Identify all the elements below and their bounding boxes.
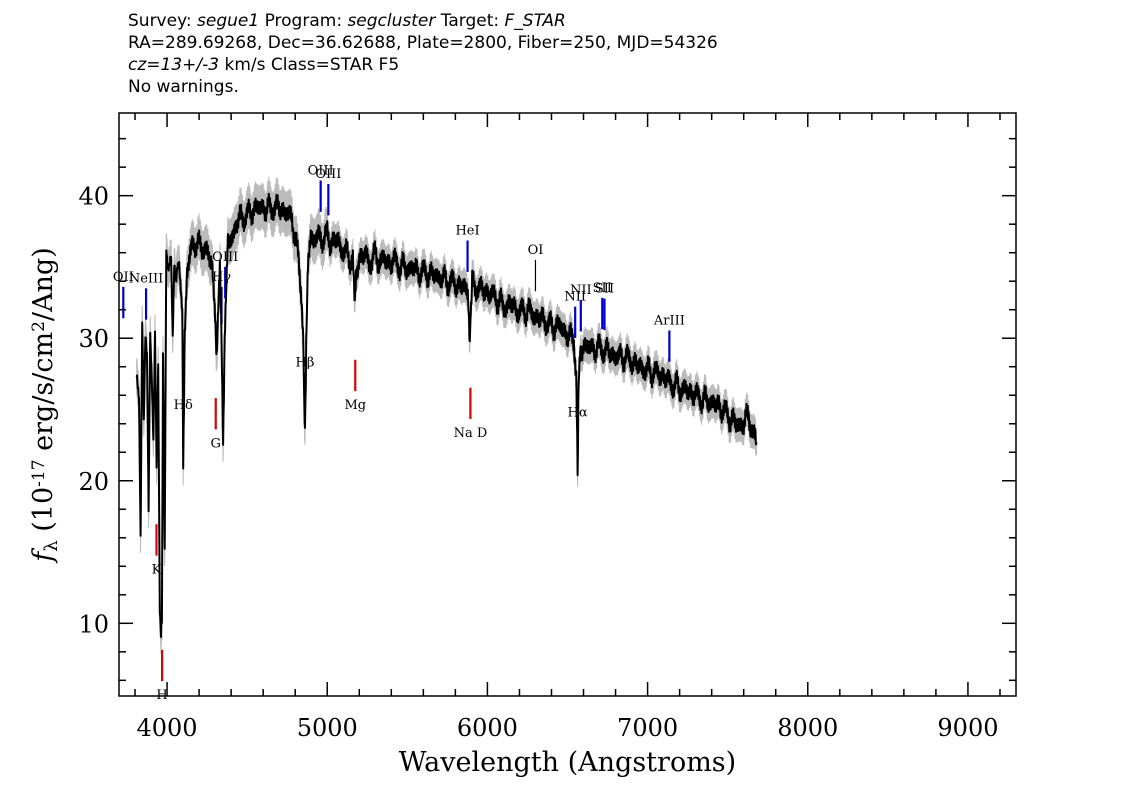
emission-line-label: OIII: [315, 167, 341, 182]
emission-line-label: NeIII: [129, 271, 163, 286]
sky-line-label: OI: [528, 243, 544, 258]
emission-line-label: ArIII: [653, 314, 685, 329]
emission-line-label: SII: [593, 281, 612, 296]
y-tick-label: 30: [78, 325, 109, 353]
absorption-line-label: G: [211, 436, 221, 451]
program-value: segcluster: [347, 11, 436, 31]
x-tick-label: 5000: [297, 714, 358, 742]
header-line-survey: Survey: segue1 Program: segcluster Targe…: [128, 10, 718, 32]
x-tick-label: 7000: [617, 714, 678, 742]
axis-ticks: 4000 5000 6000 7000 8000 9000 10 20 30 40: [78, 113, 1016, 742]
absorption-line-label: Na D: [454, 426, 488, 441]
header-line-redshift: cz=13+/-3 km/s Class=STAR F5: [128, 54, 718, 76]
spectrum-header: Survey: segue1 Program: segcluster Targe…: [128, 10, 718, 98]
emission-line-label: OIII: [308, 163, 334, 178]
emission-line-label: Hγ: [212, 270, 231, 285]
spectrum-line: [135, 192, 758, 638]
x-tick-label: 9000: [937, 714, 998, 742]
header-line-warnings: No warnings.: [128, 77, 239, 97]
emission-line-label: NII: [570, 283, 592, 298]
x-axis-title: Wavelength (Angstroms): [399, 747, 736, 778]
target-label: Target:: [435, 11, 505, 31]
emission-line-label: HeI: [455, 224, 479, 239]
plot-frame: [118, 112, 1017, 697]
absorption-line-label: K: [152, 563, 162, 578]
emission-line-label: OIII: [212, 250, 238, 265]
redshift-value: cz=13+/-3: [128, 55, 220, 75]
y-tick-label: 10: [78, 610, 109, 638]
survey-label: Survey:: [128, 11, 198, 31]
x-tick-label: 4000: [137, 714, 198, 742]
emission-line-label: OII: [113, 270, 134, 285]
target-value: F_STAR: [504, 11, 566, 31]
x-tick-label: 8000: [777, 714, 838, 742]
class-value: km/s Class=STAR F5: [219, 55, 400, 75]
absorption-line-label: Mg: [344, 398, 366, 413]
x-tick-label: 6000: [457, 714, 518, 742]
y-tick-label: 40: [78, 183, 109, 211]
header-line-coordinates: RA=289.69268, Dec=36.62688, Plate=2800, …: [128, 33, 718, 53]
emission-line-label: Hβ: [296, 355, 315, 370]
emission-line-label: SII: [595, 282, 614, 297]
survey-value: segue1: [197, 11, 260, 31]
program-label: Program:: [259, 11, 348, 31]
y-tick-label: 20: [78, 468, 109, 496]
y-axis-title: fλ (10-17 erg/s/cm2/Ang): [28, 247, 62, 563]
spectrum-layer: [135, 192, 758, 638]
